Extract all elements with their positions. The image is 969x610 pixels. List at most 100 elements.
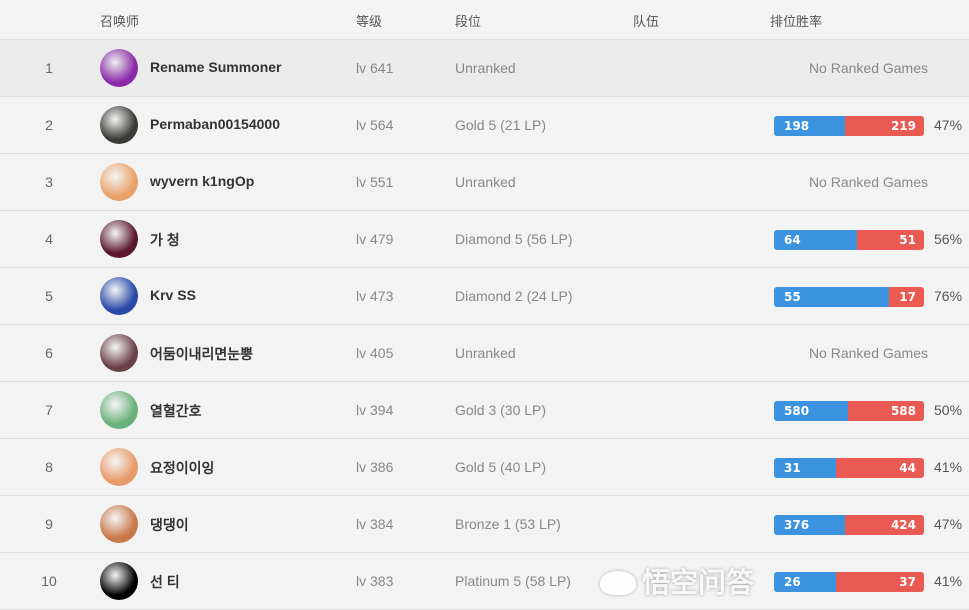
summoner-name[interactable]: Rename Summoner: [150, 59, 282, 75]
losses-count: 37: [835, 572, 924, 592]
summoner-name[interactable]: 열혈간호: [150, 403, 202, 419]
winrate-percent: 50%: [934, 402, 963, 418]
rank: 9: [45, 516, 53, 532]
table-header: 召唤师 等级 段位 队伍 排位胜率: [0, 0, 969, 40]
header-level[interactable]: 等级: [356, 15, 383, 30]
level: lv 564: [356, 117, 394, 133]
watermark-text: 悟空问答: [642, 566, 755, 599]
rank: 10: [41, 573, 57, 589]
summoner-name[interactable]: Krv SS: [150, 287, 196, 303]
winrate-bar: 31 44: [774, 458, 924, 478]
header-summoner[interactable]: 召唤师: [100, 15, 140, 30]
losses-count: 424: [844, 515, 924, 535]
winrate-percent: 76%: [934, 288, 963, 304]
summoner-name[interactable]: wyvern k1ngOp: [150, 173, 255, 189]
header-tier[interactable]: 段位: [455, 15, 482, 30]
rank: 3: [45, 174, 53, 190]
avatar[interactable]: [100, 505, 138, 543]
table-row[interactable]: 7 열혈간호 lv 394 Gold 3 (30 LP) 580 588 50%: [0, 382, 969, 439]
rank: 8: [45, 459, 53, 475]
table-row[interactable]: 1 Rename Summoner lv 641 Unranked No Rank…: [0, 40, 969, 97]
summoner-name[interactable]: 선 티: [150, 574, 180, 590]
avatar[interactable]: [100, 49, 138, 87]
wins-count: 31: [774, 458, 836, 478]
table-row[interactable]: 2 Permaban00154000 lv 564 Gold 5 (21 LP)…: [0, 97, 969, 154]
tier: Bronze 1 (53 LP): [455, 516, 561, 532]
winrate-percent: 56%: [934, 231, 963, 247]
table-row[interactable]: 5 Krv SS lv 473 Diamond 2 (24 LP) 55 17 76…: [0, 268, 969, 325]
table-row[interactable]: 9 댕댕이 lv 384 Bronze 1 (53 LP) 376 424 47%: [0, 496, 969, 553]
level: lv 479: [356, 231, 394, 247]
losses-count: 44: [836, 458, 924, 478]
ranking-table: 1 Rename Summoner lv 641 Unranked No Rank…: [0, 40, 969, 610]
rank: 6: [45, 345, 53, 361]
wins-count: 55: [774, 287, 889, 307]
table-row[interactable]: 10 선 티 lv 383 Platinum 5 (58 LP) 26 37 41%: [0, 553, 969, 610]
losses-count: 51: [857, 230, 924, 250]
rank: 5: [45, 288, 53, 304]
no-ranked-games: No Ranked Games: [808, 60, 928, 76]
summoner-name[interactable]: 요정이이잉: [150, 460, 215, 476]
level: lv 386: [356, 459, 394, 475]
avatar[interactable]: [100, 277, 138, 315]
level: lv 551: [356, 174, 394, 190]
avatar[interactable]: [100, 106, 138, 144]
winrate-percent: 41%: [934, 573, 963, 589]
level: lv 384: [356, 516, 394, 532]
wins-count: 26: [774, 572, 836, 592]
tier: Gold 3 (30 LP): [455, 402, 547, 418]
winrate-percent: 47%: [934, 516, 963, 532]
header-winrate[interactable]: 排位胜率: [770, 15, 823, 30]
avatar[interactable]: [100, 334, 138, 372]
winrate-bar: 55 17: [774, 287, 924, 307]
avatar[interactable]: [100, 562, 138, 600]
winrate-bar: 64 51: [774, 230, 924, 250]
tier: Diamond 5 (56 LP): [455, 231, 573, 247]
no-ranked-games: No Ranked Games: [808, 345, 928, 361]
wins-count: 580: [774, 401, 849, 421]
table-row[interactable]: 6 어둠이내리면눈뿡 lv 405 Unranked No Ranked Game…: [0, 325, 969, 382]
winrate-percent: 41%: [934, 459, 963, 475]
level: lv 394: [356, 402, 394, 418]
rank: 1: [45, 60, 53, 76]
table-row[interactable]: 4 가 청 lv 479 Diamond 5 (56 LP) 64 51 56%: [0, 211, 969, 268]
winrate-bar: 376 424: [774, 515, 924, 535]
winrate-bar: 580 588: [774, 401, 924, 421]
tier: Unranked: [455, 60, 516, 76]
avatar[interactable]: [100, 391, 138, 429]
level: lv 473: [356, 288, 394, 304]
wins-count: 376: [774, 515, 845, 535]
avatar[interactable]: [100, 448, 138, 486]
tier: Unranked: [455, 345, 516, 361]
wins-count: 198: [774, 116, 846, 136]
level: lv 641: [356, 60, 394, 76]
rank: 7: [45, 402, 53, 418]
watermark: 悟空问答: [600, 566, 754, 600]
winrate-bar: 198 219: [774, 116, 924, 136]
header-team[interactable]: 队伍: [633, 15, 660, 30]
losses-count: 17: [888, 287, 924, 307]
tier: Unranked: [455, 174, 516, 190]
no-ranked-games: No Ranked Games: [808, 174, 928, 190]
winrate-bar: 26 37: [774, 572, 924, 592]
level: lv 405: [356, 345, 394, 361]
table-row[interactable]: 8 요정이이잉 lv 386 Gold 5 (40 LP) 31 44 41%: [0, 439, 969, 496]
table-row[interactable]: 3 wyvern k1ngOp lv 551 Unranked No Ranked…: [0, 154, 969, 211]
rank: 4: [45, 231, 53, 247]
summoner-name[interactable]: 댕댕이: [150, 517, 189, 533]
level: lv 383: [356, 573, 394, 589]
losses-count: 588: [848, 401, 924, 421]
tier: Gold 5 (40 LP): [455, 459, 547, 475]
tier: Platinum 5 (58 LP): [455, 573, 571, 589]
avatar[interactable]: [100, 220, 138, 258]
watermark-logo-icon: [600, 571, 636, 595]
summoner-name[interactable]: 어둠이내리면눈뿡: [150, 346, 254, 362]
summoner-name[interactable]: 가 청: [150, 232, 180, 248]
tier: Gold 5 (21 LP): [455, 117, 547, 133]
tier: Diamond 2 (24 LP): [455, 288, 573, 304]
losses-count: 219: [845, 116, 924, 136]
winrate-percent: 47%: [934, 117, 963, 133]
rank: 2: [45, 117, 53, 133]
summoner-name[interactable]: Permaban00154000: [150, 116, 280, 132]
avatar[interactable]: [100, 163, 138, 201]
